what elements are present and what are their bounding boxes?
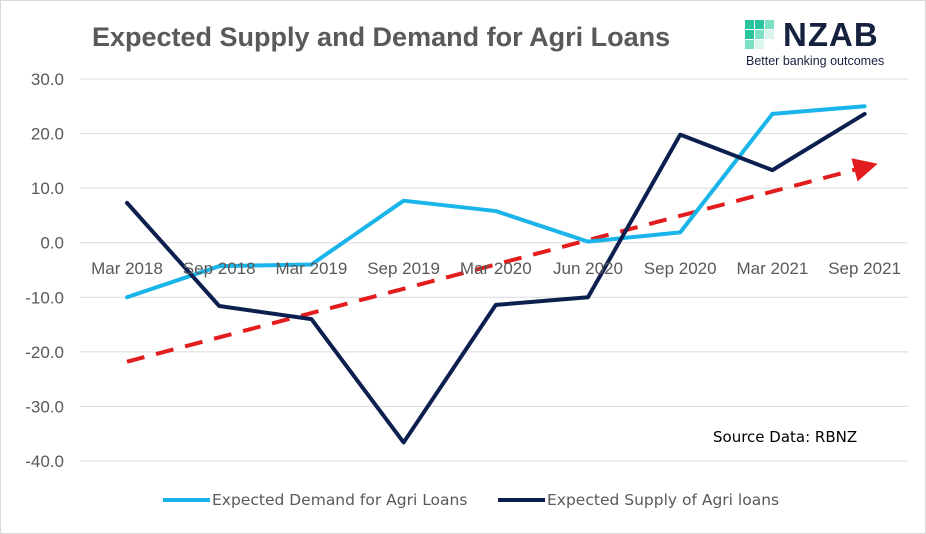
source-note: Source Data: RBNZ: [713, 428, 858, 446]
y-tick-label: 10.0: [31, 179, 64, 198]
x-tick-label: Jun 2020: [553, 259, 623, 278]
y-tick-label: 20.0: [31, 125, 64, 144]
legend-label-demand: Expected Demand for Agri Loans: [212, 491, 468, 509]
legend-swatch-supply: [498, 498, 545, 502]
logo-tagline: Better banking outcomes: [746, 54, 885, 68]
logo-name: NZAB: [783, 16, 879, 53]
legend-label-supply: Expected Supply of Agri loans: [547, 491, 780, 509]
trend-arrow: [126, 158, 878, 364]
y-tick-label: -30.0: [25, 397, 64, 416]
x-tick-label: Mar 2021: [736, 259, 808, 278]
y-tick-label: -10.0: [25, 288, 64, 307]
legend-item-supply: Expected Supply of Agri loans: [498, 491, 779, 509]
y-tick-label: 30.0: [31, 70, 64, 89]
chart-title: Expected Supply and Demand for Agri Loan…: [92, 22, 671, 52]
y-tick-label: -20.0: [25, 343, 64, 362]
x-tick-label: Sep 2021: [828, 259, 901, 278]
x-tick-label: Mar 2020: [460, 259, 532, 278]
nzab-logo: NZAB Better banking outcomes: [745, 16, 915, 73]
legend-swatch-demand: [163, 498, 210, 502]
x-tick-label: Mar 2019: [275, 259, 347, 278]
nzab-logo-mark-icon: [745, 20, 774, 49]
gridlines: [80, 78, 908, 462]
x-tick-label: Sep 2018: [183, 259, 256, 278]
x-tick-label: Sep 2019: [367, 259, 440, 278]
x-axis-tick-labels: Mar 2018 Sep 2018 Mar 2019 Sep 2019 Mar 2020…: [91, 259, 901, 278]
y-axis-tick-labels: 30.0 20.0 10.0 0.0 -10.0 -20.0 -30.0 -40.0: [25, 70, 64, 471]
y-tick-label: -40.0: [25, 452, 64, 471]
series-lines: [125, 104, 878, 445]
x-tick-label: Sep 2020: [644, 259, 717, 278]
x-tick-label: Mar 2018: [91, 259, 163, 278]
y-tick-label: 0.0: [40, 234, 64, 253]
legend-item-demand: Expected Demand for Agri Loans: [163, 491, 467, 509]
series-line-supply: [125, 111, 867, 445]
